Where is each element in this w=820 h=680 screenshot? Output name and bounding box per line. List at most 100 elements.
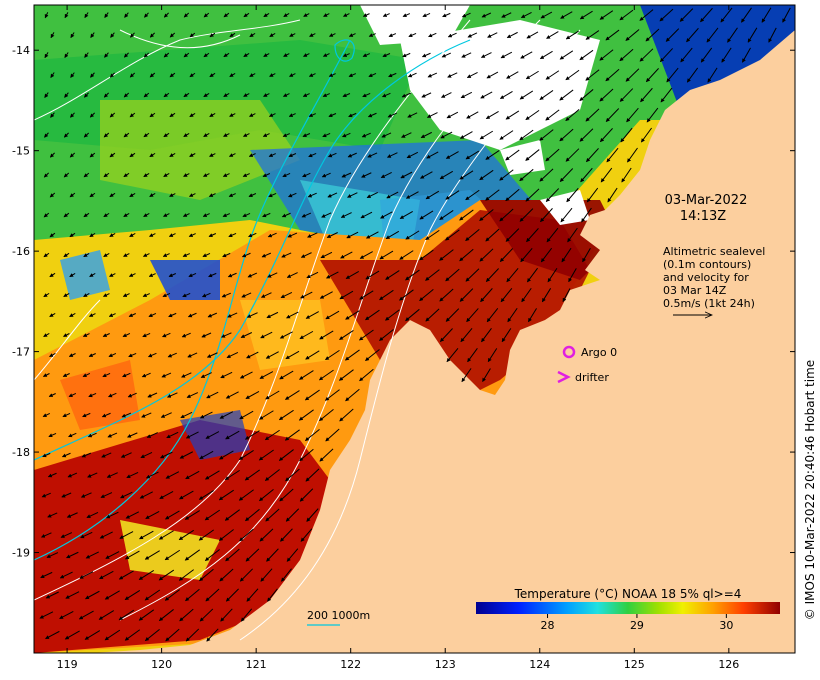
velocity-arrow <box>168 273 177 277</box>
velocity-arrow <box>62 412 71 418</box>
velocity-arrow <box>519 90 534 100</box>
velocity-arrow <box>220 371 233 379</box>
velocity-arrow <box>480 288 493 303</box>
velocity-arrow <box>225 391 239 399</box>
velocity-arrow <box>169 193 176 197</box>
velocity-arrow <box>380 211 393 219</box>
velocity-arrow <box>83 132 90 138</box>
velocity-arrow <box>207 312 218 318</box>
velocity-arrow <box>345 271 360 279</box>
velocity-arrow <box>621 167 632 183</box>
velocity-arrow <box>288 192 297 198</box>
velocity-arrow <box>481 12 492 18</box>
velocity-arrow <box>359 290 374 300</box>
velocity-arrow <box>188 272 197 278</box>
velocity-arrow <box>144 12 149 18</box>
velocity-arrow <box>108 313 116 317</box>
velocity-arrow <box>49 272 56 278</box>
velocity-arrow <box>521 287 532 303</box>
velocity-arrow <box>122 293 130 297</box>
velocity-arrow <box>181 332 191 338</box>
velocity-arrow <box>163 173 170 177</box>
velocity-arrow <box>380 172 392 178</box>
velocity-arrow <box>66 512 78 518</box>
velocity-arrow <box>183 52 190 58</box>
velocity-arrow <box>445 308 460 322</box>
velocity-arrow <box>83 293 90 297</box>
velocity-arrow <box>559 50 574 60</box>
velocity-arrow <box>306 271 319 279</box>
velocity-arrow <box>109 112 116 118</box>
velocity-arrow <box>245 548 260 562</box>
velocity-arrow <box>741 7 752 23</box>
velocity-arrow <box>322 93 330 97</box>
velocity-arrow <box>505 149 520 161</box>
velocity-arrow <box>129 72 136 78</box>
velocity-arrow <box>388 33 397 37</box>
velocity-arrow <box>262 173 271 177</box>
velocity-arrow <box>526 31 539 39</box>
velocity-arrow <box>285 468 300 482</box>
velocity-arrow <box>102 372 111 378</box>
velocity-arrow <box>467 348 478 363</box>
velocity-arrow <box>368 33 376 37</box>
velocity-arrow <box>485 150 500 160</box>
velocity-arrow <box>43 292 50 298</box>
velocity-arrow <box>342 132 351 138</box>
velocity-arrow <box>439 170 454 180</box>
velocity-arrow <box>565 30 579 40</box>
velocity-arrow <box>63 252 70 258</box>
velocity-arrow <box>366 191 378 199</box>
velocity-arrow <box>320 251 333 259</box>
velocity-arrow <box>540 11 553 19</box>
velocity-arrow <box>128 273 136 277</box>
velocity-arrow <box>220 332 232 338</box>
velocity-arrow <box>243 93 250 97</box>
velocity-arrow <box>162 253 170 257</box>
velocity-arrow <box>79 571 94 579</box>
velocity-arrow <box>206 628 219 642</box>
velocity-arrow <box>625 29 640 41</box>
velocity-arrow <box>42 373 50 377</box>
velocity-arrow <box>102 293 110 297</box>
velocity-arrow <box>265 351 279 359</box>
velocity-arrow <box>198 529 215 541</box>
velocity-arrow <box>59 571 73 579</box>
velocity-arrow <box>87 432 97 438</box>
velocity-arrow <box>41 492 51 498</box>
velocity-arrow <box>59 610 74 620</box>
velocity-arrow <box>206 352 218 358</box>
velocity-arrow <box>585 30 600 40</box>
velocity-arrow <box>407 72 417 78</box>
velocity-arrow <box>619 9 634 21</box>
velocity-arrow <box>50 72 55 79</box>
time-label: 14:13Z <box>680 209 726 224</box>
velocity-arrow <box>289 33 296 37</box>
velocity-arrow <box>539 50 553 60</box>
velocity-arrow <box>249 73 256 77</box>
velocity-arrow <box>149 233 156 237</box>
velocity-arrow <box>605 29 620 41</box>
velocity-arrow <box>641 127 652 143</box>
velocity-arrow <box>459 288 474 302</box>
velocity-arrow <box>107 432 118 438</box>
velocity-arrow <box>199 411 213 419</box>
velocity-arrow <box>425 190 440 200</box>
velocity-arrow <box>299 330 314 340</box>
velocity-arrow <box>179 490 194 500</box>
velocity-arrow <box>645 68 659 83</box>
velocity-arrow <box>565 148 580 162</box>
map-plot-area <box>34 5 795 653</box>
velocity-arrow <box>519 168 534 182</box>
velocity-arrow <box>305 311 319 319</box>
velocity-arrow <box>747 27 758 43</box>
velocity-arrow <box>42 452 51 458</box>
velocity-arrow <box>399 289 414 301</box>
velocity-arrow <box>189 32 196 38</box>
velocity-arrow <box>421 92 432 98</box>
velocity-arrow <box>208 193 216 197</box>
velocity-arrow <box>160 412 172 418</box>
velocity-arrow <box>45 591 59 599</box>
velocity-arrow <box>206 391 219 399</box>
velocity-arrow <box>260 292 272 298</box>
